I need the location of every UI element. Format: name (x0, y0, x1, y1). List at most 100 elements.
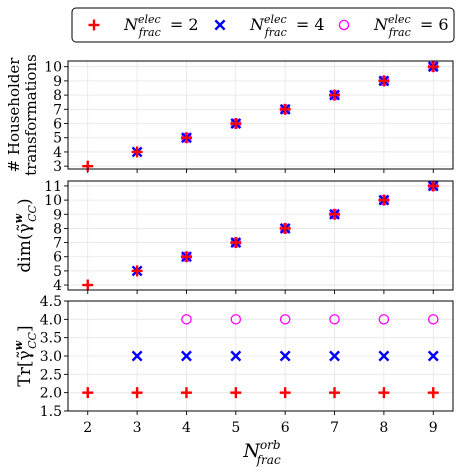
data-point-plus (427, 387, 439, 399)
data-point-circle (329, 314, 340, 325)
y-tick-label: 3.0 (40, 349, 62, 365)
data-point-plus (279, 222, 291, 234)
data-point-plus (82, 279, 94, 291)
plot-area (68, 181, 453, 290)
x-tick-label: 3 (133, 420, 142, 436)
y-tick-label: 4.5 (40, 294, 62, 310)
data-point-plus (378, 194, 390, 206)
x-axis-label-sup: orb (260, 438, 281, 452)
data-point-x (181, 350, 192, 362)
data-point-x (329, 350, 340, 362)
data-point-plus (82, 160, 94, 172)
panel-3: 1.5 2.0 2.5 3.0 3.5 4.0 4.5Tr[γ̃wCC] 2 3 4 5 6 7 8 9 (12, 294, 454, 436)
x-tick-label: 4 (182, 420, 191, 436)
legend-label-2: Nelec frac = 6 (373, 13, 449, 39)
legend-marker-1 (214, 19, 226, 31)
legend-label-base-0: N (123, 15, 139, 34)
data-point-x (427, 350, 439, 362)
legend-label-0: Nelec frac = 2 (123, 13, 199, 39)
data-point-plus (131, 146, 143, 158)
y-tick-label: 6 (53, 250, 62, 266)
y-axis-label: dim(γ̃wCC) (12, 198, 39, 272)
y-tick-label: 10 (44, 193, 62, 209)
data-point-plus (180, 251, 192, 263)
axes-frame (67, 180, 454, 291)
x-axis-label: Norb frac (242, 438, 281, 467)
data-point-plus (230, 237, 242, 249)
data-point-x (279, 350, 291, 362)
data-point-plus (230, 387, 242, 399)
y-tick-label: 8 (53, 221, 62, 237)
data-point-x (131, 350, 143, 362)
y-axis-label: Tr[γ̃wCC] (12, 325, 39, 386)
x-axis-label-base: N (242, 440, 261, 462)
data-point-plus (82, 387, 94, 399)
plot-area (68, 61, 453, 169)
data-point-plus (378, 75, 390, 87)
y-tick-label: 4 (53, 278, 62, 294)
y-tick-label: 6 (53, 117, 62, 133)
data-point-plus (131, 387, 143, 399)
y-tick-label: 2.0 (40, 386, 62, 402)
legend-label-sub-0: frac (138, 26, 161, 39)
data-point-circle (181, 314, 192, 325)
legend-label-sub-1: frac (264, 26, 287, 39)
data-point-plus (279, 387, 291, 399)
legend-label-eq-0: = 2 (165, 15, 199, 34)
data-point-circle (378, 314, 390, 325)
legend-label-sup-1: elec (264, 13, 287, 26)
data-point-plus (329, 387, 341, 399)
legend-label-base-2: N (373, 15, 389, 34)
axes-frame (67, 60, 454, 170)
legend-marker-0 (88, 19, 100, 31)
x-tick-label: 8 (379, 420, 388, 436)
data-point-plus (180, 132, 192, 144)
x-tick-label: 5 (231, 420, 240, 436)
legend-label-sub-2: frac (388, 26, 411, 39)
legend: Nelec frac = 2 Nelec frac = 4 Nelec frac = 6 (71, 7, 455, 43)
legend-label-base-1: N (249, 15, 265, 34)
y-tick-label: 5 (53, 131, 62, 147)
x-tick-label: 9 (429, 420, 438, 436)
y-tick-label: 4 (53, 145, 62, 161)
data-point-plus (378, 387, 390, 399)
legend-label-eq-2: = 6 (415, 15, 449, 34)
y-tick-label: 5 (53, 264, 62, 280)
data-point-plus (279, 103, 291, 115)
data-point-x (378, 350, 390, 362)
legend-label-sup-0: elec (138, 13, 161, 26)
legend-marker-2 (338, 19, 350, 31)
axes-frame (67, 300, 454, 412)
y-tick-label: 4.0 (40, 312, 62, 328)
legend-label-eq-1: = 4 (291, 15, 325, 34)
x-tick-label: 6 (281, 420, 290, 436)
data-point-plus (180, 387, 192, 399)
y-axis-label-line: # Householder (5, 57, 23, 173)
y-tick-label: 3.5 (40, 331, 62, 347)
data-point-plus (427, 61, 439, 73)
y-axis-label: # Householdertransformations (5, 54, 40, 176)
x-axis-label-sub: frac (256, 453, 281, 467)
y-tick-label: 7 (53, 102, 62, 118)
y-axis-label-line: transformations (22, 54, 40, 176)
y-tick-label: 11 (44, 179, 62, 195)
legend-frame (71, 7, 455, 43)
data-point-x (230, 350, 242, 362)
y-tick-label: 7 (53, 236, 62, 252)
y-tick-label: 2.5 (40, 367, 62, 383)
y-tick-label: 9 (53, 207, 62, 223)
legend-label-1: Nelec frac = 4 (249, 13, 325, 39)
y-tick-label: 10 (44, 60, 62, 76)
data-point-plus (230, 118, 242, 130)
y-tick-label: 3 (53, 159, 62, 175)
y-tick-label: 1.5 (40, 404, 62, 420)
x-tick-label: 2 (83, 420, 92, 436)
data-point-circle (279, 314, 291, 325)
data-point-plus (329, 208, 341, 220)
legend-label-sup-2: elec (388, 13, 411, 26)
y-tick-label: 9 (53, 74, 62, 90)
